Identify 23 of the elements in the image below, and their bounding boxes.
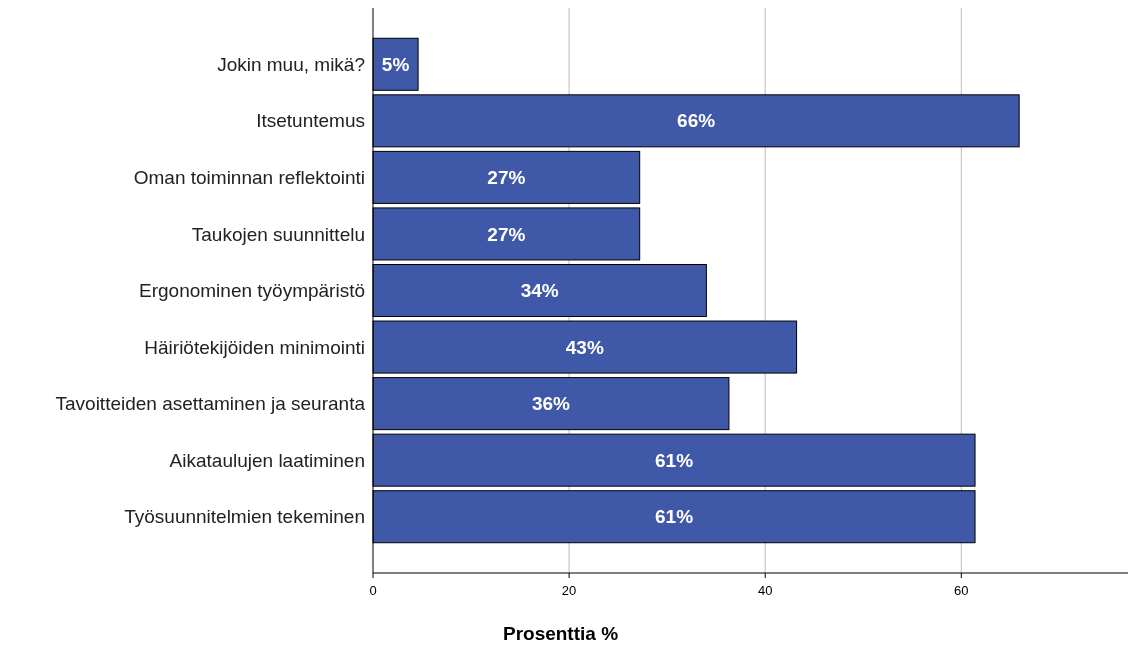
x-tick-label: 40: [757, 583, 773, 598]
data-label: 34%: [520, 280, 559, 302]
y-tick-label: Oman toiminnan reflektointi: [133, 167, 365, 189]
y-tick-label: Jokin muu, mikä?: [217, 53, 365, 75]
data-label: 27%: [487, 223, 526, 245]
y-tick-label: Taukojen suunnittelu: [191, 223, 365, 245]
x-tick-label: 60: [954, 583, 969, 598]
data-label: 61%: [655, 506, 694, 528]
x-axis-title: Prosenttia %: [502, 623, 619, 644]
x-tick-label: 20: [561, 583, 577, 598]
data-label: 43%: [565, 336, 604, 358]
data-label: 5%: [381, 53, 410, 75]
y-tick-label: Aikataulujen laatiminen: [169, 449, 365, 471]
y-tick-label: Ergonominen työympäristö: [139, 280, 365, 302]
data-label: 27%: [487, 167, 526, 189]
y-tick-label: Häiriötekijöiden minimointi: [144, 336, 365, 358]
y-tick-label: Tavoitteiden asettaminen ja seuranta: [55, 393, 366, 415]
data-label: 61%: [655, 449, 694, 471]
x-tick-label: 0: [369, 583, 377, 598]
y-tick-label: Työsuunnitelmien tekeminen: [124, 506, 365, 528]
data-label: 36%: [531, 393, 571, 415]
y-tick-label: Itsetuntemus: [256, 110, 365, 132]
data-label: 66%: [677, 110, 716, 132]
